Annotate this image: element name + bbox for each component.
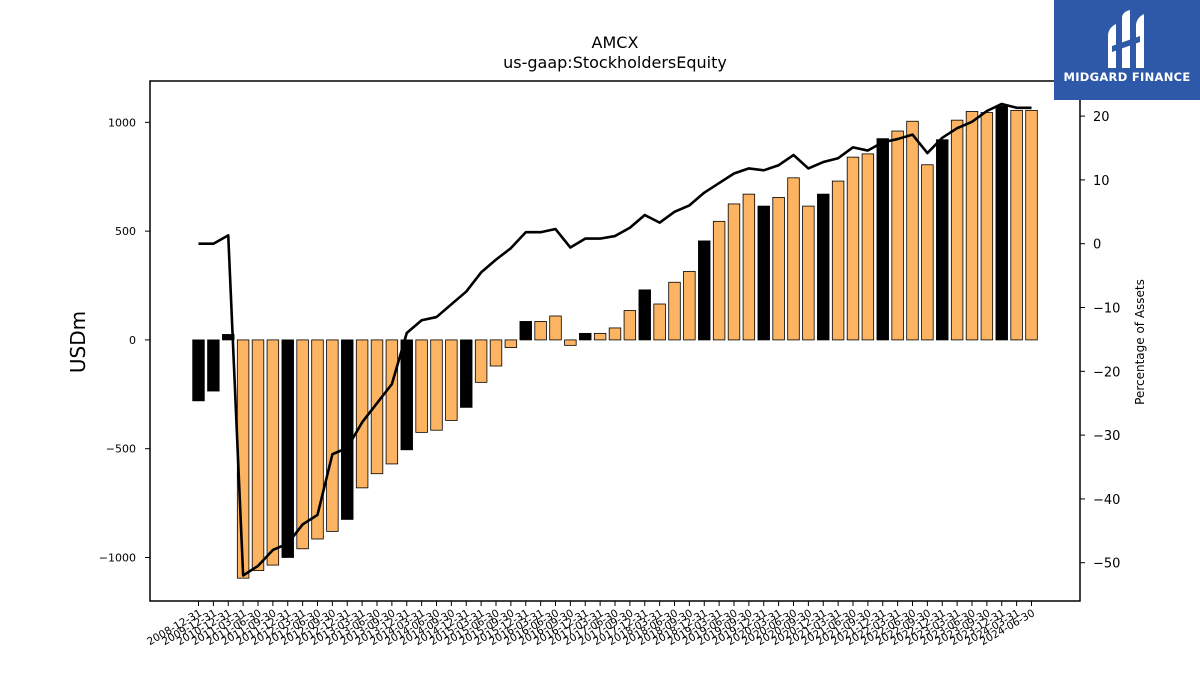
bar-2020-12-31 [817,193,830,341]
bar-2020-06-30 [787,177,800,341]
bar-2021-12-31 [876,138,889,341]
bar-2023-12-31 [995,105,1008,341]
bar-2015-09-30 [504,339,518,348]
bar-2019-09-30 [742,193,756,341]
bar-2020-03-31 [772,196,785,341]
bar-2015-06-30 [489,339,503,367]
bar-2023-09-30 [980,112,994,341]
brand-logo: MIDGARD FINANCE [1054,0,1200,100]
bar-2018-03-31 [653,303,666,341]
bar-2012-03-31 [296,339,309,550]
y-tick-label: 500 [115,225,136,238]
bar-2017-06-30 [608,327,622,341]
bar-2019-03-31 [712,220,726,341]
bar-2021-06-30 [846,156,860,341]
y2-tick-label: −40 [1093,493,1120,508]
bar-2016-06-30 [549,315,562,341]
bar-2016-12-31 [579,332,592,341]
y2-tick-label: −20 [1093,365,1120,380]
bar-2017-09-30 [623,310,637,341]
bar-2015-03-31 [474,339,488,383]
bar-2018-06-30 [668,281,681,341]
bar-2022-12-31 [936,139,949,341]
logo-mark-icon [1108,10,1144,68]
bar-2016-03-31 [534,321,547,341]
bar-2012-09-30 [326,339,339,532]
bar-2008-12-31 [192,339,205,402]
bar-2017-03-31 [593,332,607,341]
y2-tick-label: 0 [1093,238,1101,253]
bar-2012-12-31 [341,339,354,520]
bar-2018-12-31 [698,240,711,341]
bar-2022-06-30 [906,120,919,341]
bar-2011-12-31 [281,339,294,558]
y-axis-label: USDm [66,311,90,373]
chart-title: AMCX [592,33,639,52]
plot-frame [149,80,1081,602]
bar-2020-09-30 [802,205,815,341]
bar-2021-09-30 [861,153,875,341]
bar-2023-06-30 [965,111,979,341]
bar-2024-06-30 [1025,109,1038,341]
bar-2016-09-30 [564,339,577,346]
y2-tick-label: −30 [1093,429,1120,444]
bar-2023-03-31 [950,119,964,341]
bar-2013-06-30 [370,339,384,475]
y2-tick-label: 20 [1093,110,1110,125]
y2-axis-label: Percentage of Assets [1133,279,1147,405]
bar-2019-12-31 [757,205,770,341]
bar-2009-12-31 [207,339,220,392]
y-tick-label: −500 [106,443,136,456]
bars-group [192,105,1038,579]
y2-tick-label: −10 [1093,302,1120,317]
y-tick-label: 0 [129,334,136,347]
bar-2014-06-30 [430,339,443,431]
percentage-line-group [198,102,1032,577]
bar-2012-06-30 [311,339,324,540]
bar-2014-03-31 [415,339,428,433]
percentage-of-assets-line [198,102,1032,577]
chart-subtitle: us-gaap:StockholdersEquity [503,53,727,72]
bar-2022-03-31 [891,130,904,341]
bar-2014-09-30 [445,339,458,421]
bar-2021-03-31 [831,180,845,341]
y-tick-label: 1000 [108,116,136,129]
bar-2019-06-30 [727,203,741,341]
bar-2017-12-31 [638,289,651,341]
y2-tick-label: −50 [1093,557,1120,572]
bar-2011-09-30 [266,339,280,566]
bar-2015-12-31 [519,321,532,341]
bar-2014-12-31 [460,339,473,408]
y-tick-label: −1000 [99,551,136,564]
axes-group: −1000−50005001000−50−40−30−20−1001020200… [99,110,1121,648]
logo-text: MIDGARD FINANCE [1063,70,1191,84]
bar-2011-06-30 [251,339,265,571]
bar-2024-03-31 [1010,109,1023,341]
bar-2010-12-31 [222,334,235,341]
bar-2022-09-30 [921,164,934,341]
y2-tick-label: 10 [1093,174,1110,189]
bar-2013-09-30 [385,339,399,465]
bar-2013-12-31 [400,339,413,451]
bar-2013-03-31 [355,339,369,489]
bar-2018-09-30 [683,270,696,341]
